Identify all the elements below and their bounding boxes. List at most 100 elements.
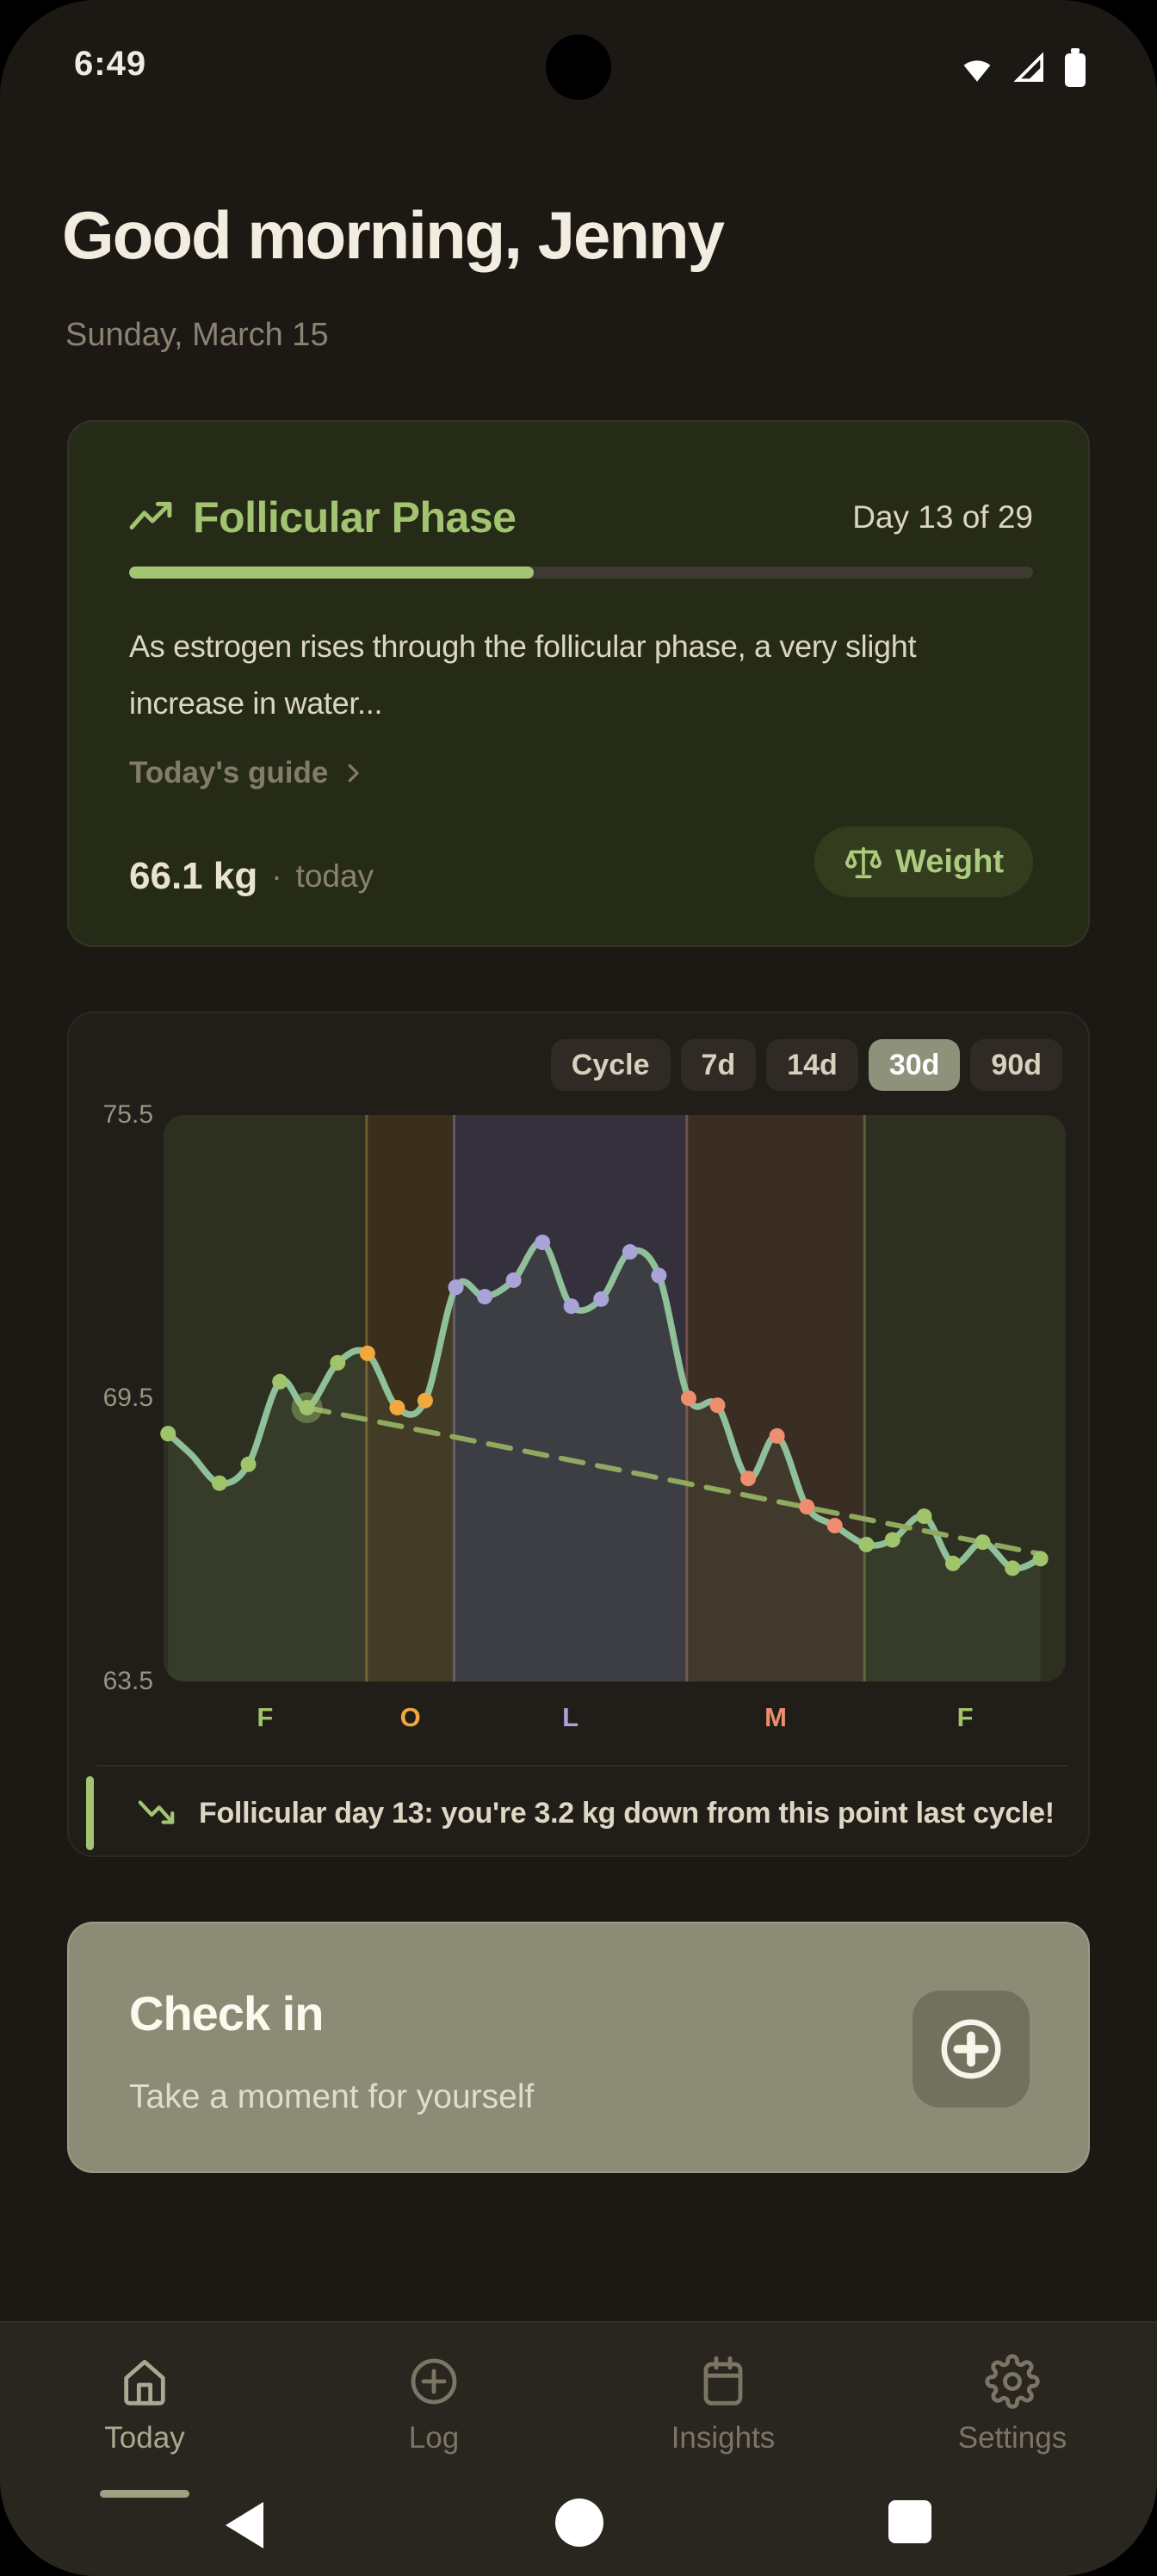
data-point[interactable] — [417, 1392, 433, 1409]
data-point[interactable] — [359, 1345, 375, 1361]
cellular-signal-icon — [1012, 51, 1047, 90]
scale-icon — [844, 842, 883, 882]
phase-band-ovulation — [366, 1115, 455, 1681]
nav-item-settings[interactable]: Settings — [868, 2354, 1157, 2455]
weight-summary: 66.1 kg · today — [129, 841, 374, 912]
data-point[interactable] — [240, 1456, 257, 1472]
data-point[interactable] — [799, 1499, 815, 1515]
cycle-day-label: Day 13 of 29 — [852, 499, 1033, 535]
bottom-navigation: Today Log Insights Settings — [0, 2321, 1157, 2576]
android-nav-bar — [0, 2492, 1157, 2561]
nav-active-underline — [100, 2490, 189, 2498]
weight-chart-plot[interactable] — [160, 1115, 1066, 1681]
data-point[interactable] — [535, 1235, 551, 1251]
check-in-card[interactable]: Check in Take a moment for yourself — [67, 1922, 1090, 2173]
data-point[interactable] — [448, 1279, 464, 1296]
tab-30d[interactable]: 30d — [868, 1039, 961, 1091]
check-in-title: Check in — [129, 1986, 324, 2040]
range-tabs: Cycle 7d 14d 30d 90d — [550, 1039, 1062, 1091]
wifi-icon — [959, 50, 995, 90]
calendar-icon — [696, 2354, 751, 2409]
y-axis-tick-mid: 69.5 — [102, 1384, 153, 1412]
data-point[interactable] — [330, 1354, 346, 1371]
data-point[interactable] — [1005, 1560, 1021, 1576]
data-point[interactable] — [593, 1291, 609, 1307]
weight-chip-label: Weight — [895, 843, 1004, 880]
data-point[interactable] — [680, 1390, 696, 1406]
phase-description: As estrogen rises through the follicular… — [129, 629, 917, 721]
phase-boundary-line — [452, 1115, 455, 1681]
tab-30d-label: 30d — [888, 1049, 940, 1081]
x-axis-label-luteal: L — [562, 1702, 579, 1732]
data-point[interactable] — [769, 1427, 785, 1444]
tab-14d-label: 14d — [787, 1049, 838, 1081]
todays-guide-label: Today's guide — [129, 756, 329, 790]
status-icons — [959, 48, 1086, 92]
weight-area-fill — [168, 1242, 1041, 1681]
check-in-subtitle: Take a moment for yourself — [129, 2078, 535, 2115]
android-home-button[interactable] — [555, 2499, 603, 2547]
data-point[interactable] — [740, 1471, 757, 1487]
data-point[interactable] — [826, 1518, 843, 1534]
phase-boundary-line — [365, 1115, 368, 1681]
home-icon — [117, 2354, 172, 2409]
data-point[interactable] — [974, 1534, 991, 1551]
tab-90d[interactable]: 90d — [970, 1039, 1062, 1091]
chevron-right-icon — [340, 760, 366, 786]
weight-value: 66.1 kg — [129, 855, 258, 897]
data-point[interactable] — [272, 1373, 288, 1390]
camera-punch-hole — [546, 34, 611, 100]
x-axis-label-menstrual: M — [764, 1702, 787, 1732]
data-point[interactable] — [858, 1536, 875, 1552]
trending-down-icon — [137, 1793, 176, 1833]
data-point[interactable] — [389, 1399, 405, 1415]
check-in-add-button[interactable] — [911, 1989, 1031, 2109]
insight-accent-bar — [86, 1776, 94, 1850]
page-title: Good morning, Jenny — [62, 197, 725, 273]
data-point[interactable] — [477, 1289, 493, 1305]
data-point[interactable] — [651, 1267, 667, 1284]
y-axis-tick-min: 63.5 — [102, 1667, 153, 1695]
circle-plus-icon — [937, 2016, 1005, 2083]
data-point[interactable] — [622, 1244, 638, 1260]
weight-chip-button[interactable]: Weight — [814, 827, 1033, 897]
data-point[interactable] — [505, 1272, 522, 1288]
data-point[interactable] — [160, 1426, 176, 1442]
page-date: Sunday, March 15 — [65, 317, 329, 353]
nav-item-insights[interactable]: Insights — [578, 2354, 868, 2455]
tab-14d[interactable]: 14d — [766, 1039, 858, 1091]
battery-icon — [1064, 48, 1086, 92]
nav-item-today[interactable]: Today — [0, 2354, 289, 2498]
tab-7d-label: 7d — [701, 1049, 736, 1081]
data-point[interactable] — [299, 1399, 315, 1415]
data-point[interactable] — [1032, 1551, 1049, 1567]
android-recents-button[interactable] — [888, 2500, 931, 2543]
nav-label-log: Log — [408, 2421, 460, 2455]
trend-dashed-line — [304, 1404, 1043, 1557]
data-point[interactable] — [916, 1508, 932, 1525]
data-point[interactable] — [945, 1555, 961, 1571]
nav-item-log[interactable]: Log — [289, 2354, 578, 2455]
todays-guide-link[interactable]: Today's guide — [129, 756, 366, 790]
phase-title: Follicular Phase — [193, 493, 517, 542]
nav-label-settings: Settings — [957, 2421, 1067, 2455]
phase-band-follicular — [164, 1115, 367, 1681]
data-point[interactable] — [563, 1298, 579, 1315]
chart-insight-divider — [96, 1765, 1067, 1767]
nav-label-today: Today — [104, 2421, 185, 2455]
cycle-progress-track — [129, 567, 1033, 579]
data-point[interactable] — [211, 1475, 227, 1491]
android-back-button[interactable] — [226, 2502, 263, 2548]
data-point[interactable] — [884, 1532, 900, 1548]
x-axis-label-follicular: F — [257, 1702, 274, 1732]
gear-icon — [985, 2354, 1040, 2409]
tab-cycle[interactable]: Cycle — [550, 1039, 671, 1091]
x-axis-label-ovulation: O — [399, 1702, 421, 1732]
data-point[interactable] — [709, 1397, 726, 1414]
weight-separator: · — [271, 858, 282, 894]
tab-90d-label: 90d — [991, 1049, 1042, 1081]
phase-card: Follicular Phase Day 13 of 29 As estroge… — [67, 420, 1090, 947]
tab-7d[interactable]: 7d — [680, 1039, 757, 1091]
